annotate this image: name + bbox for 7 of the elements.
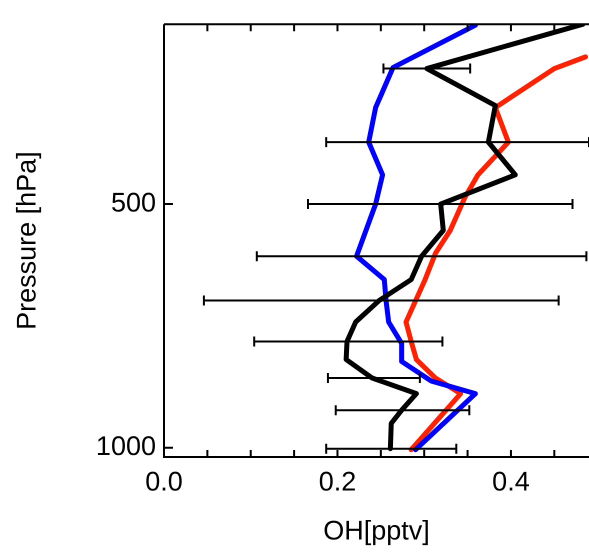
x-tick-label: 0.0 [145, 466, 183, 497]
x-tick-label: 0.4 [492, 466, 530, 497]
y-tick-label: 1000 [96, 431, 156, 462]
x-axis-title: OH[pptv] [323, 515, 430, 546]
y-axis-title: Pressure [hPa] [12, 151, 42, 330]
x-tick-label: 0.2 [318, 466, 356, 497]
y-tick-label: 500 [110, 188, 156, 218]
